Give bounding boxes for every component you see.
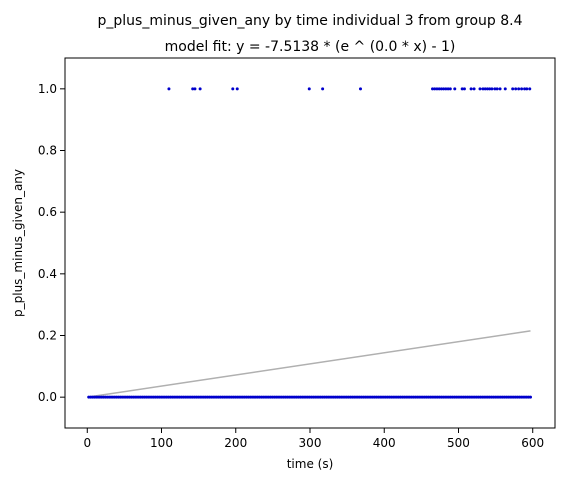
chart-subtitle: model fit: y = -7.5138 * (e ^ (0.0 * x) … [165, 39, 456, 55]
data-point [435, 87, 439, 91]
data-point [481, 87, 485, 91]
data-point [488, 87, 492, 91]
data-point [498, 87, 502, 91]
x-tick-label: 300 [299, 436, 322, 450]
data-point [433, 87, 437, 91]
data-point [472, 87, 476, 91]
x-axis-label: time (s) [287, 457, 334, 471]
x-tick-label: 500 [447, 436, 470, 450]
data-point [523, 87, 527, 91]
x-tick-label: 0 [83, 436, 91, 450]
data-point [358, 87, 362, 91]
data-point [437, 87, 441, 91]
x-tick-label: 400 [373, 436, 396, 450]
model-fit-line [87, 330, 531, 398]
y-tick-label: 0.8 [38, 144, 57, 158]
y-axis-label: p_plus_minus_given_any [11, 169, 25, 317]
x-tick-label: 100 [150, 436, 173, 450]
data-point [462, 87, 466, 91]
data-point [503, 87, 507, 91]
y-tick-label: 1.0 [38, 82, 57, 96]
data-point [439, 87, 443, 91]
y-tick-label: 0.4 [38, 267, 57, 281]
data-point [514, 87, 518, 91]
data-point [448, 87, 452, 91]
data-point [495, 87, 499, 91]
x-tick-label: 600 [521, 436, 544, 450]
data-point [453, 87, 457, 91]
data-point [529, 395, 532, 399]
data-point [431, 87, 434, 91]
data-point [528, 87, 532, 91]
data-point [485, 87, 489, 91]
data-point [469, 87, 473, 91]
data-point [520, 87, 524, 91]
data-point [525, 87, 529, 91]
data-point [442, 87, 446, 91]
data-point [231, 87, 235, 91]
data-point [490, 87, 494, 91]
data-point [198, 87, 202, 91]
plot-area [65, 58, 555, 428]
y-tick-label: 0.2 [38, 329, 57, 343]
y-tick-label: 0.6 [38, 205, 57, 219]
data-point [444, 87, 448, 91]
data-point [193, 87, 197, 91]
data-point [321, 87, 325, 91]
x-tick-label: 200 [224, 436, 247, 450]
data-point [446, 87, 450, 91]
data-point [235, 87, 239, 91]
y-tick-label: 0.0 [38, 390, 57, 404]
data-point [478, 87, 482, 91]
data-point [307, 87, 311, 91]
data-point [511, 87, 515, 91]
chart-title: p_plus_minus_given_any by time individua… [98, 13, 523, 29]
data-point [191, 87, 195, 91]
data-point [167, 87, 171, 91]
data-point [517, 87, 521, 91]
data-point [483, 87, 487, 91]
data-point [493, 87, 497, 91]
data-point [460, 87, 464, 91]
